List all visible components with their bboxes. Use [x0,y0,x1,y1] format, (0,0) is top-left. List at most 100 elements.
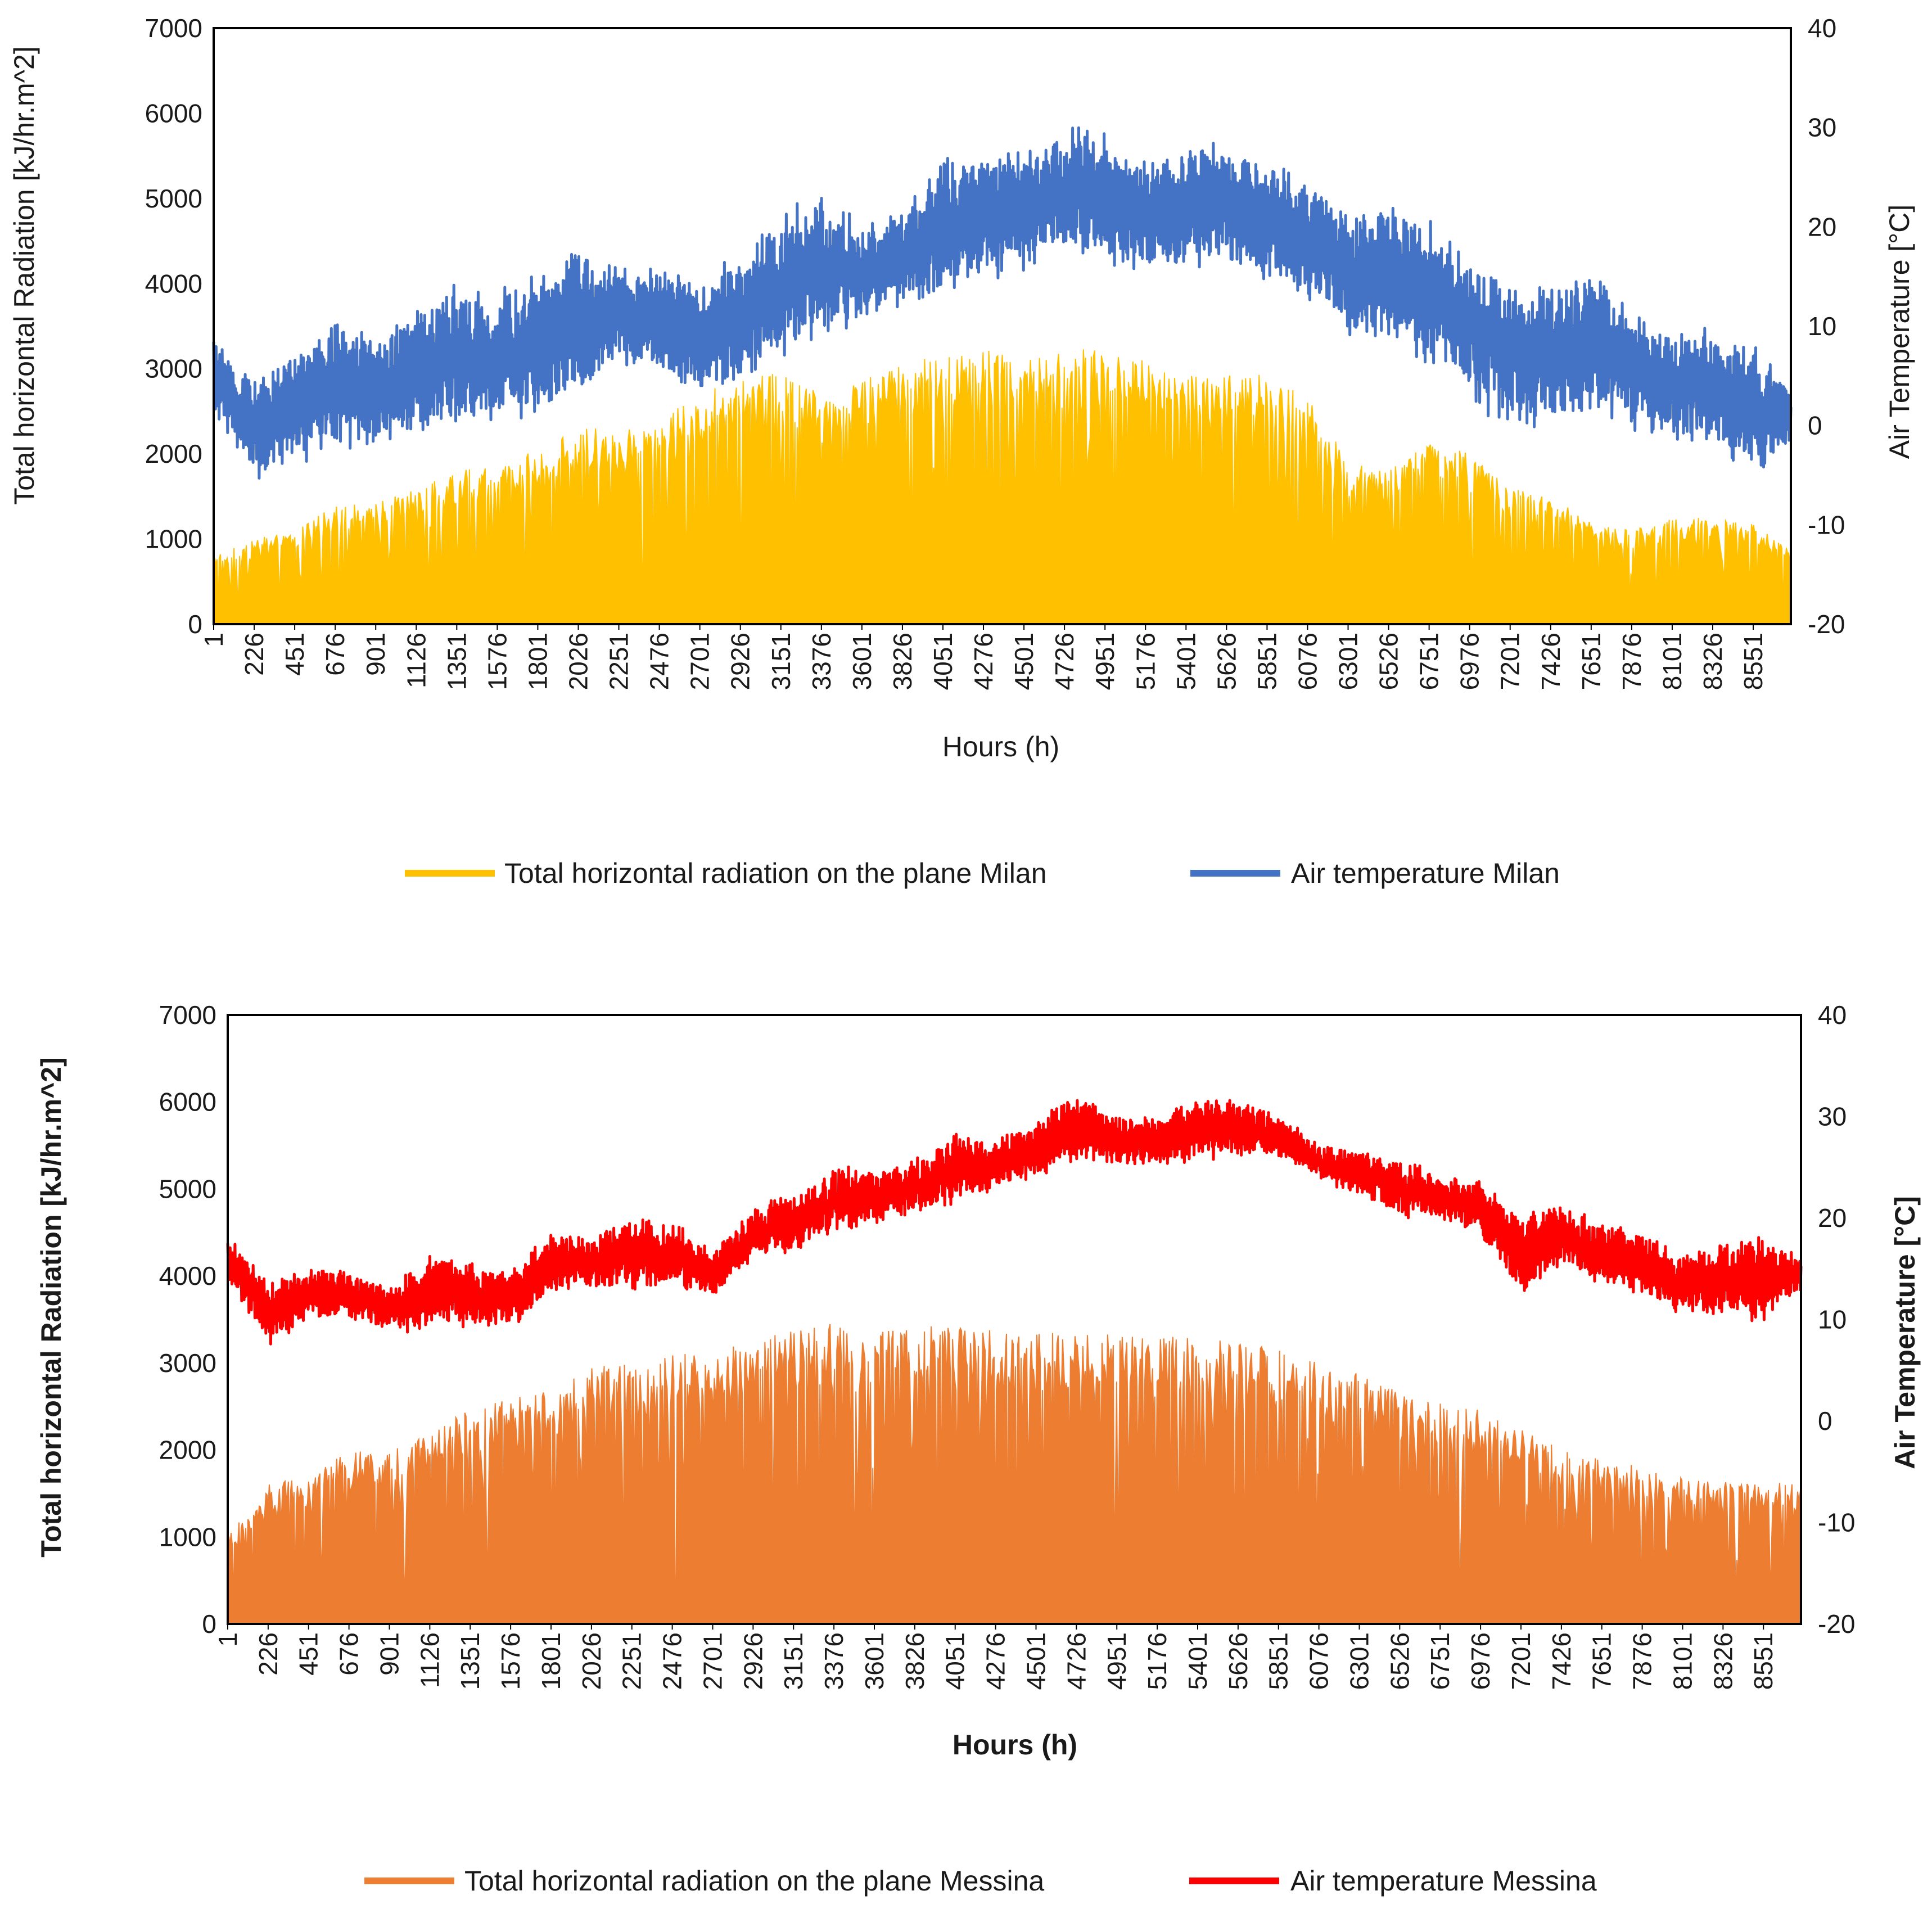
x-tick-label: 8101 [1668,1632,1698,1690]
y-left-tick-label: 5000 [145,184,202,213]
x-tick-label: 676 [335,1632,364,1676]
x-tick-label: 2701 [685,633,715,690]
x-tick-label: 2026 [564,633,593,690]
y-left-tick-label: 6000 [145,98,202,128]
x-tick-label: 5851 [1252,633,1281,690]
x-tick-label: 7201 [1506,1632,1536,1690]
x-tick-label: 6301 [1334,633,1363,690]
x-tick-label: 7876 [1628,1632,1657,1690]
y-left-tick-label: 3000 [145,354,202,383]
y-left-tick-label: 0 [188,610,202,639]
legend-label-temperature-milan: Air temperature Milan [1291,858,1560,889]
x-tick-label: 7426 [1536,633,1565,690]
x-tick-label: 2926 [738,1632,768,1690]
x-tick-label: 3376 [819,1632,848,1690]
y-right-tick-label: -20 [1818,1609,1855,1639]
y-left-tick-label: 1000 [145,525,202,554]
x-tick-label: 901 [361,633,390,676]
y-left-axis-title-messina: Total horizontal Radiation [kJ/hr.m^2] [35,1057,67,1557]
x-tick-label: 1576 [496,1632,525,1690]
y-left-tick-label: 2000 [145,439,202,468]
series-area-messina [227,1324,1802,1624]
y-left-tick-labels-milan: 0 1000 2000 3000 4000 5000 6000 7000 [145,13,202,639]
x-tick-label: 3601 [847,633,877,690]
x-tick-label: 6076 [1304,1632,1334,1690]
x-tick-label: 3376 [807,633,836,690]
y-left-tick-label: 4000 [145,269,202,298]
x-axis-title-milan: Hours (h) [942,731,1059,762]
x-tick-label: 1126 [415,1632,444,1688]
y-right-tick-label: 0 [1808,411,1822,440]
x-tick-label: 5626 [1212,633,1241,690]
y-right-tick-label: -10 [1818,1508,1855,1537]
y-right-tick-label: -20 [1808,610,1845,639]
x-tick-label: 4501 [1009,633,1039,690]
series-line-milan [212,126,1793,480]
y-right-axis-title-messina: Air Temperature [°C] [1889,1196,1921,1469]
x-tick-label: 1126 [401,633,431,688]
x-tick-label: 226 [254,1632,283,1676]
x-tick-label: 5401 [1183,1632,1212,1690]
y-right-tick-label: 40 [1818,1000,1847,1030]
legend-label-radiation-milan: Total horizontal radiation on the plane … [504,858,1047,889]
x-tick-label: 7876 [1617,633,1646,690]
y-left-tick-label: 3000 [159,1348,216,1378]
plot-frame-messina [227,1014,1802,1625]
x-tick-label: 2701 [698,1632,728,1690]
x-tick-label: 3151 [766,633,796,690]
x-tick-label: 2251 [604,633,634,690]
x-tick-label: 1351 [442,633,471,690]
y-left-tick-label: 0 [202,1609,216,1639]
x-tick-label: 451 [280,633,309,676]
y-right-tick-label: 0 [1818,1406,1832,1436]
y-right-tick-label: 30 [1818,1102,1847,1131]
x-tick-label: 226 [240,633,269,676]
x-tick-label: 1 [213,1632,242,1647]
x-tick-label: 8326 [1708,1632,1737,1690]
x-tick-label: 8326 [1698,633,1727,690]
x-tick-label: 1 [199,633,228,647]
y-left-tick-label: 1000 [159,1522,216,1551]
x-tick-label: 7651 [1577,633,1606,690]
y-right-tick-label: 20 [1818,1203,1847,1233]
x-tick-label: 7201 [1496,633,1525,690]
x-tick-label: 6976 [1466,1632,1495,1690]
legend-messina: Total horizontal radiation on the plane … [364,1865,1597,1897]
y-right-tick-label: 10 [1808,312,1836,341]
y-right-tick-labels-messina: -20 -10 0 10 20 30 40 [1818,1000,1855,1639]
x-tick-label: 4276 [981,1632,1010,1690]
x-tick-labels-milan: 1 226 451 676 901 1126 1351 1576 1801 2026 2251 247… [199,624,1768,690]
x-tick-label: 6526 [1374,633,1403,690]
legend-milan: Total horizontal radiation on the plane … [405,858,1560,889]
y-right-tick-label: 30 [1808,113,1836,142]
x-tick-label: 2926 [726,633,755,690]
x-tick-label: 451 [294,1632,323,1676]
x-tick-label: 2026 [577,1632,606,1690]
x-tick-label: 5401 [1171,633,1200,690]
x-tick-label: 4951 [1090,633,1120,690]
x-tick-label: 1801 [523,633,552,690]
x-tick-label: 7651 [1587,1632,1617,1690]
y-left-tick-label: 7000 [159,1000,216,1030]
series-area-milan [213,349,1791,625]
x-tick-label: 6526 [1385,1632,1414,1690]
x-tick-label: 3601 [860,1632,889,1690]
y-left-tick-label: 2000 [159,1436,216,1465]
plot-area-messina [226,1014,1803,1625]
y-right-tick-label: 40 [1808,13,1836,43]
x-tick-label: 5851 [1264,1632,1293,1690]
chart-messina: 1 226 451 676 901 1126 1351 1576 1801 2026 2251 247… [35,1000,1921,1897]
x-tick-label: 5176 [1131,633,1160,690]
y-left-tick-labels-messina: 0 1000 2000 3000 4000 5000 6000 7000 [159,1000,216,1639]
y-left-tick-label: 5000 [159,1174,216,1203]
x-tick-label: 2476 [645,633,674,690]
series-line-messina [226,1099,1803,1346]
x-tick-label: 4051 [928,633,958,690]
y-right-tick-label: -10 [1808,510,1845,539]
x-axis-title-messina: Hours (h) [953,1729,1077,1761]
x-tick-label: 4951 [1102,1632,1131,1690]
x-tick-label: 6751 [1425,1632,1455,1690]
plot-frame-milan [213,27,1792,625]
x-tick-label: 8551 [1739,633,1768,690]
